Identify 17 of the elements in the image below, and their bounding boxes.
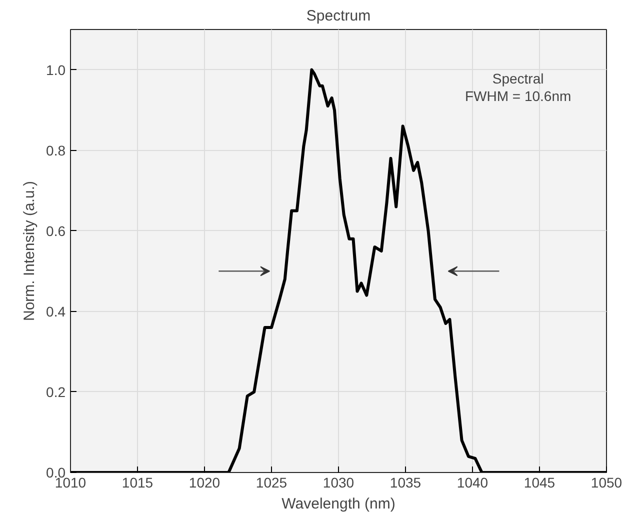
x-tick-label: 1040 bbox=[456, 474, 488, 490]
x-tick-label: 1035 bbox=[390, 474, 422, 490]
annotation: Spectral FWHM = 10.6nm bbox=[464, 70, 572, 104]
x-tick-label: 1025 bbox=[256, 474, 288, 490]
y-tick-label: 0.6 bbox=[46, 222, 66, 239]
x-tick-label: 1050 bbox=[590, 474, 622, 490]
y-tick-label: 0.2 bbox=[46, 384, 66, 400]
x-axis-title: Wavelength (nm) bbox=[282, 496, 396, 512]
x-tick-label: 1030 bbox=[322, 474, 354, 490]
y-tick-label: 0.4 bbox=[46, 303, 66, 320]
y-tick-label: 1.0 bbox=[46, 62, 66, 78]
y-tick-label: 0.8 bbox=[46, 142, 66, 158]
x-tick-label: 1020 bbox=[188, 474, 220, 490]
chart-title: Spectrum bbox=[306, 8, 371, 24]
y-axis-title: Norm. Intensity (a.u.) bbox=[21, 180, 38, 322]
x-tick-label: 1015 bbox=[122, 474, 154, 490]
x-tick-label: 1045 bbox=[524, 474, 556, 490]
